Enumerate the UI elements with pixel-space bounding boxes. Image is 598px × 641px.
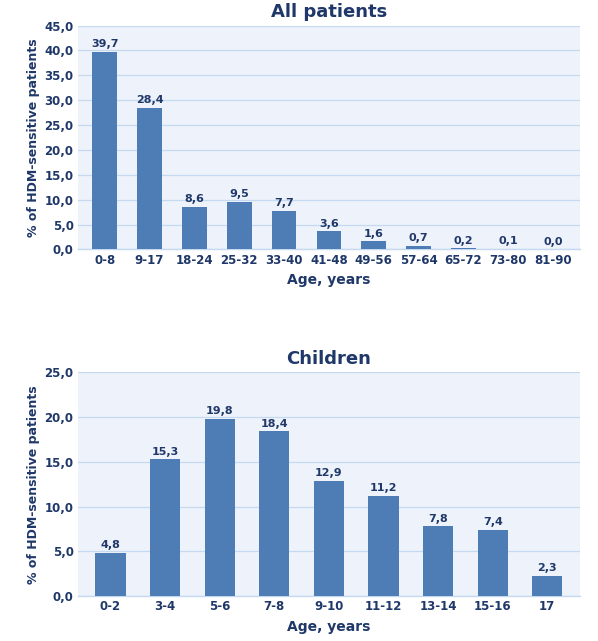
Text: 2,3: 2,3 [538, 563, 557, 573]
Text: 3,6: 3,6 [319, 219, 339, 229]
Text: 0,7: 0,7 [409, 233, 428, 243]
Text: 8,6: 8,6 [184, 194, 205, 204]
Text: 7,8: 7,8 [428, 513, 448, 524]
Bar [205, 419, 235, 596]
Text: 15,3: 15,3 [151, 447, 179, 456]
Text: 7,7: 7,7 [274, 199, 294, 208]
Bar [406, 246, 431, 249]
Text: 12,9: 12,9 [315, 468, 343, 478]
Bar [361, 242, 386, 249]
Text: 7,4: 7,4 [483, 517, 503, 528]
Bar [227, 202, 252, 249]
Text: 9,5: 9,5 [229, 190, 249, 199]
Bar [271, 211, 297, 249]
Text: 39,7: 39,7 [91, 39, 118, 49]
Text: 4,8: 4,8 [100, 540, 120, 551]
Bar [182, 206, 207, 249]
Text: 1,6: 1,6 [364, 229, 384, 238]
Text: 0,2: 0,2 [454, 236, 473, 246]
Bar [137, 108, 162, 249]
Bar [260, 431, 289, 596]
Bar [423, 526, 453, 596]
Text: 0,0: 0,0 [544, 237, 563, 247]
Text: 28,4: 28,4 [136, 96, 163, 106]
Y-axis label: % of HDM-sensitive patients: % of HDM-sensitive patients [27, 38, 40, 237]
Bar [532, 576, 562, 596]
Bar [150, 459, 180, 596]
Bar [368, 496, 398, 596]
Bar [316, 231, 341, 249]
Bar [92, 52, 117, 249]
Text: 11,2: 11,2 [370, 483, 397, 493]
Text: 0,1: 0,1 [499, 236, 518, 246]
Text: 18,4: 18,4 [261, 419, 288, 429]
Bar [451, 248, 476, 249]
X-axis label: Age, years: Age, years [287, 620, 371, 634]
Title: Children: Children [286, 350, 371, 368]
Text: 19,8: 19,8 [206, 406, 233, 416]
Title: All patients: All patients [271, 3, 387, 21]
Bar [314, 481, 344, 596]
X-axis label: Age, years: Age, years [287, 274, 371, 287]
Y-axis label: % of HDM-sensitive patients: % of HDM-sensitive patients [28, 385, 40, 583]
Bar [96, 553, 126, 596]
Bar [478, 530, 508, 596]
